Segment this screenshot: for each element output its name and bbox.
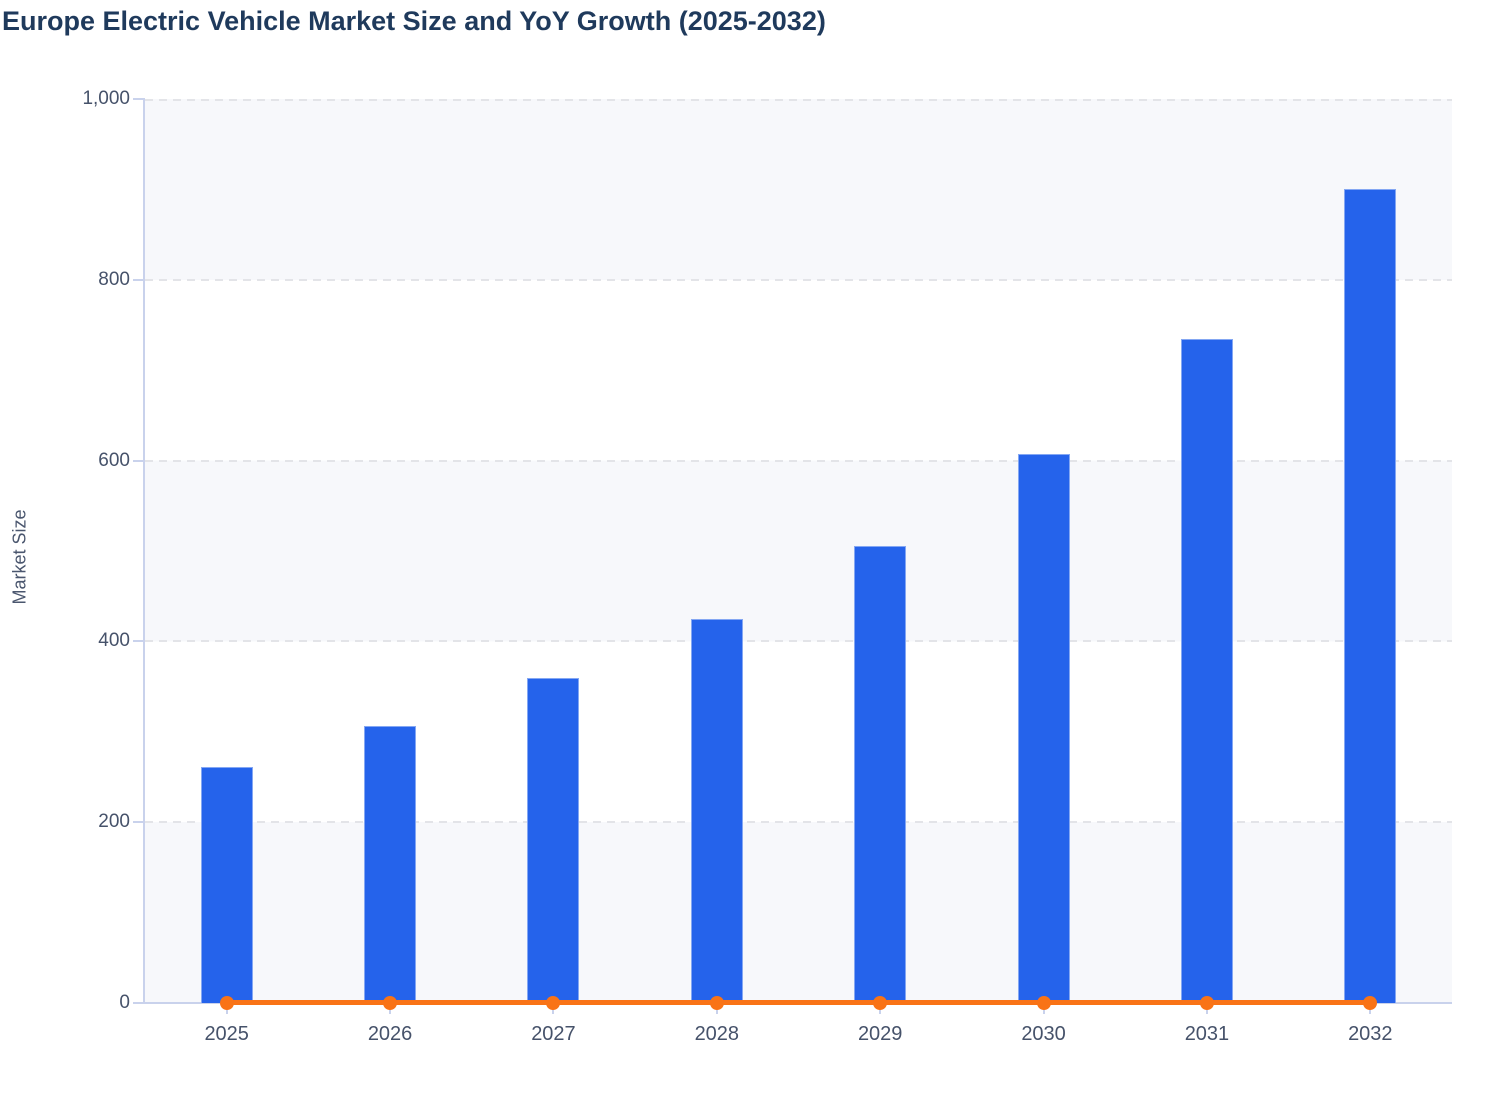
y-tick-label-0: 0 xyxy=(119,992,130,1013)
x-tick-label-2026: 2026 xyxy=(367,1023,413,1045)
chart-title: Europe Electric Vehicle Market Size and … xyxy=(2,6,826,36)
y-tick-label-200: 200 xyxy=(98,811,130,833)
x-tick-label-2029: 2029 xyxy=(857,1023,903,1045)
bar-2025 xyxy=(200,767,253,1003)
y-axis-title: Market Size xyxy=(9,509,30,605)
x-tick-label-2031: 2031 xyxy=(1184,1023,1230,1045)
yoy-marker-2029 xyxy=(873,996,888,1010)
yoy-growth-line xyxy=(226,1000,1371,1005)
x-tick-label-2027: 2027 xyxy=(531,1023,576,1045)
y-tick-400 xyxy=(133,640,145,643)
plot-area xyxy=(143,99,1452,1010)
gridline-1000 xyxy=(145,99,1452,101)
bar-2027 xyxy=(527,677,580,1003)
bar-2030 xyxy=(1017,454,1070,1003)
y-tick-600 xyxy=(133,459,145,462)
y-axis-line xyxy=(143,99,145,1003)
bar-2029 xyxy=(854,546,907,1003)
x-tick-label-2025: 2025 xyxy=(204,1023,249,1045)
bar-2032 xyxy=(1344,189,1397,1003)
y-tick-label-600: 600 xyxy=(98,449,130,471)
yoy-marker-2026 xyxy=(383,996,398,1010)
yoy-marker-2032 xyxy=(1363,996,1378,1010)
x-tick-label-2030: 2030 xyxy=(1021,1023,1066,1045)
gridline-800 xyxy=(145,278,1452,281)
bar-2026 xyxy=(364,726,417,1003)
gridline-200 xyxy=(145,821,1452,824)
x-tick-label-2028: 2028 xyxy=(694,1023,740,1045)
gridline-400 xyxy=(145,640,1452,643)
y-tick-200 xyxy=(133,821,145,824)
bar-2028 xyxy=(690,618,743,1003)
gridline-600 xyxy=(145,459,1452,462)
yoy-marker-2031 xyxy=(1199,996,1214,1010)
x-tick-label-2032: 2032 xyxy=(1348,1023,1393,1045)
y-tick-1000 xyxy=(133,98,145,100)
y-tick-label-800: 800 xyxy=(98,268,130,290)
y-tick-label-400: 400 xyxy=(98,630,130,652)
bar-2031 xyxy=(1180,339,1233,1003)
y-tick-label-1000: 1,000 xyxy=(82,88,130,109)
y-tick-0 xyxy=(133,1002,145,1004)
yoy-marker-2025 xyxy=(219,996,234,1010)
y-tick-800 xyxy=(133,278,145,281)
yoy-marker-2027 xyxy=(546,996,561,1010)
yoy-marker-2030 xyxy=(1036,996,1051,1010)
yoy-marker-2028 xyxy=(709,996,724,1010)
